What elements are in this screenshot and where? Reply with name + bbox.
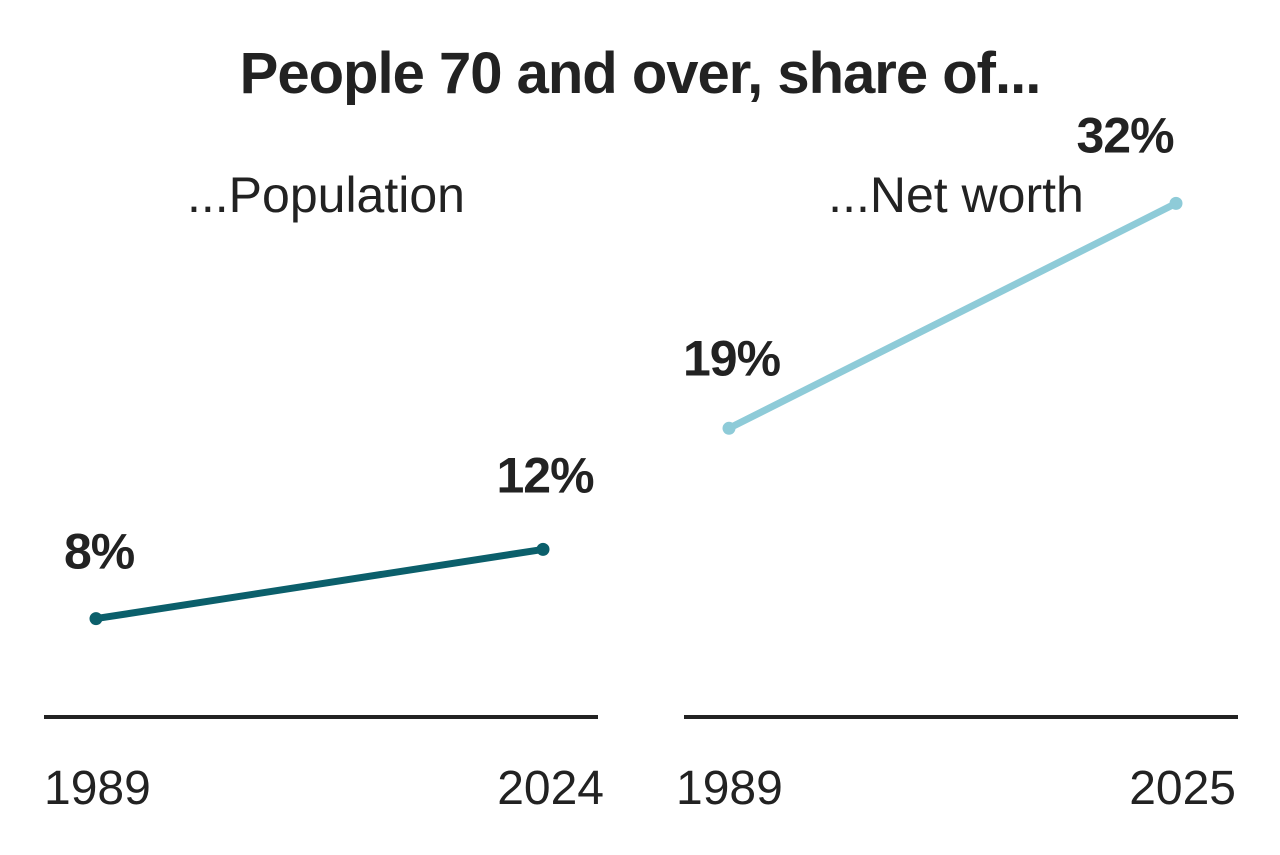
series-line-2 [725, 199, 1180, 432]
data-label-end-1: 12% [496, 447, 594, 503]
x-tick-label-start-1: 1989 [44, 762, 151, 815]
x-tick-label-end-1: 2024 [497, 762, 604, 815]
panel-title-1: ...Population [187, 167, 465, 223]
data-point-end-2 [1169, 196, 1183, 210]
data-label-end-2: 32% [1076, 107, 1174, 163]
data-label-start-1: 8% [64, 524, 135, 580]
series-line-1 [92, 545, 547, 623]
chart-title: People 70 and over, share of... [239, 41, 1042, 106]
x-tick-label-end-2: 2025 [1129, 762, 1236, 815]
data-point-end-1 [536, 542, 550, 556]
panel-title-2: ...Net worth [828, 167, 1084, 223]
data-label-start-2: 19% [683, 330, 781, 386]
data-point-start-1 [89, 612, 103, 626]
data-point-start-2 [722, 421, 736, 435]
x-tick-label-start-2: 1989 [676, 762, 783, 815]
